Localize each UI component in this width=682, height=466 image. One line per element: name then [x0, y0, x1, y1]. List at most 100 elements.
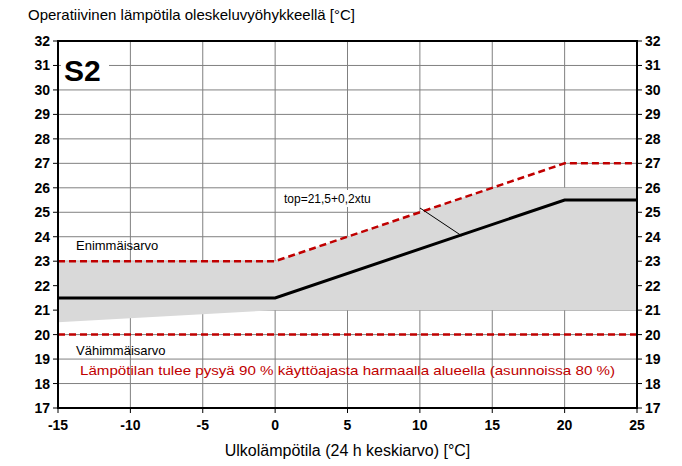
tick-label: 18 — [34, 376, 50, 392]
grid-line — [202, 41, 203, 408]
label-box — [61, 45, 109, 89]
tick — [53, 236, 58, 237]
tick-label: 5 — [344, 417, 352, 433]
tick — [53, 89, 58, 90]
tick — [130, 408, 131, 413]
tick — [419, 408, 420, 413]
chart: Operatiivinen lämpötila oleskeluvyöhykke… — [0, 0, 682, 466]
grid-line — [347, 41, 348, 408]
tick — [275, 408, 276, 413]
grid — [58, 41, 637, 408]
grid-line — [58, 334, 637, 335]
tick-label: 20 — [34, 327, 50, 343]
tick — [53, 310, 58, 311]
tick — [637, 114, 642, 115]
tick-label: 22 — [34, 278, 50, 294]
tick-label: 17 — [645, 400, 661, 416]
frame — [58, 41, 637, 408]
tick-label: 25 — [645, 204, 661, 220]
tick — [53, 187, 58, 188]
tick-label: -5 — [197, 417, 210, 433]
tick — [637, 138, 642, 139]
axis-title: Ulkolämpötila (24 h keskiarvo) [°C] — [225, 442, 471, 459]
tick-label: 0 — [271, 417, 279, 433]
tick — [637, 261, 642, 262]
grid-line — [275, 41, 276, 408]
tick-label: 18 — [645, 376, 661, 392]
tick — [53, 212, 58, 213]
tick — [202, 408, 203, 413]
title: Operatiivinen lämpötila oleskeluvyöhykke… — [28, 6, 355, 23]
tick-label: 27 — [645, 155, 661, 171]
tick — [492, 408, 493, 413]
tick-label: 31 — [645, 57, 661, 73]
limit-line — [58, 163, 637, 261]
tick-label: 32 — [34, 33, 50, 49]
tick — [53, 359, 58, 360]
tick — [58, 408, 59, 413]
tick-label: 29 — [34, 106, 50, 122]
tick — [637, 383, 642, 384]
tick-label: 31 — [34, 57, 50, 73]
tick — [53, 334, 58, 335]
tick-label: 15 — [484, 417, 500, 433]
target-line — [58, 200, 637, 298]
tick — [637, 236, 642, 237]
annotation: S2 — [64, 54, 101, 87]
tick — [637, 408, 638, 413]
tick-label: 23 — [645, 253, 661, 269]
tick — [53, 383, 58, 384]
tick-label: 27 — [34, 155, 50, 171]
tick-label: 19 — [645, 351, 661, 367]
comfort-area — [58, 188, 637, 323]
tick-label: 32 — [645, 33, 661, 49]
tick — [347, 408, 348, 413]
tick-label: 24 — [34, 229, 50, 245]
tick-label: -10 — [120, 417, 140, 433]
tick — [53, 285, 58, 286]
tick-label: 21 — [34, 302, 50, 318]
tick-label: 26 — [645, 180, 661, 196]
tick — [53, 41, 58, 42]
tick — [53, 65, 58, 66]
tick-label: 25 — [34, 204, 50, 220]
tick-label: 19 — [34, 351, 50, 367]
tick — [564, 408, 565, 413]
tick — [637, 163, 642, 164]
tick — [637, 334, 642, 335]
limit-line — [58, 333, 637, 336]
tick-label: 25 — [629, 417, 645, 433]
tick-label: 30 — [34, 82, 50, 98]
leader-line — [420, 208, 462, 236]
tick-label: -15 — [48, 417, 68, 433]
tick-label: 23 — [34, 253, 50, 269]
annotation: Vähimmäisarvo — [76, 343, 166, 358]
tick — [637, 408, 642, 409]
tick-label: 30 — [645, 82, 661, 98]
tick — [53, 408, 58, 409]
tick-label: 22 — [645, 278, 661, 294]
tick-label: 29 — [645, 106, 661, 122]
tick — [637, 41, 642, 42]
tick — [637, 359, 642, 360]
tick-label: 20 — [645, 327, 661, 343]
tick-label: 26 — [34, 180, 50, 196]
tick-label: 20 — [557, 417, 573, 433]
annotations: S2 Enimmäisarvo Vähimmäisarvo Lämpötilan tu… — [61, 45, 615, 378]
tick-label: 21 — [645, 302, 661, 318]
tick — [637, 65, 642, 66]
axis-ticks: 1717181819192020212122222323242425252626… — [34, 33, 660, 433]
tick-label: 10 — [412, 417, 428, 433]
tick-label: 28 — [645, 131, 661, 147]
tick — [637, 310, 642, 311]
tick — [53, 138, 58, 139]
annotation: Lämpötilan tulee pysyä 90 % käyttöajasta… — [80, 363, 615, 378]
tick — [637, 212, 642, 213]
tick — [53, 261, 58, 262]
tick — [53, 114, 58, 115]
tick — [637, 285, 642, 286]
tick — [637, 89, 642, 90]
plot-area — [58, 163, 637, 334]
annotation: Enimmäisarvo — [76, 238, 158, 253]
tick-label: 17 — [34, 400, 50, 416]
